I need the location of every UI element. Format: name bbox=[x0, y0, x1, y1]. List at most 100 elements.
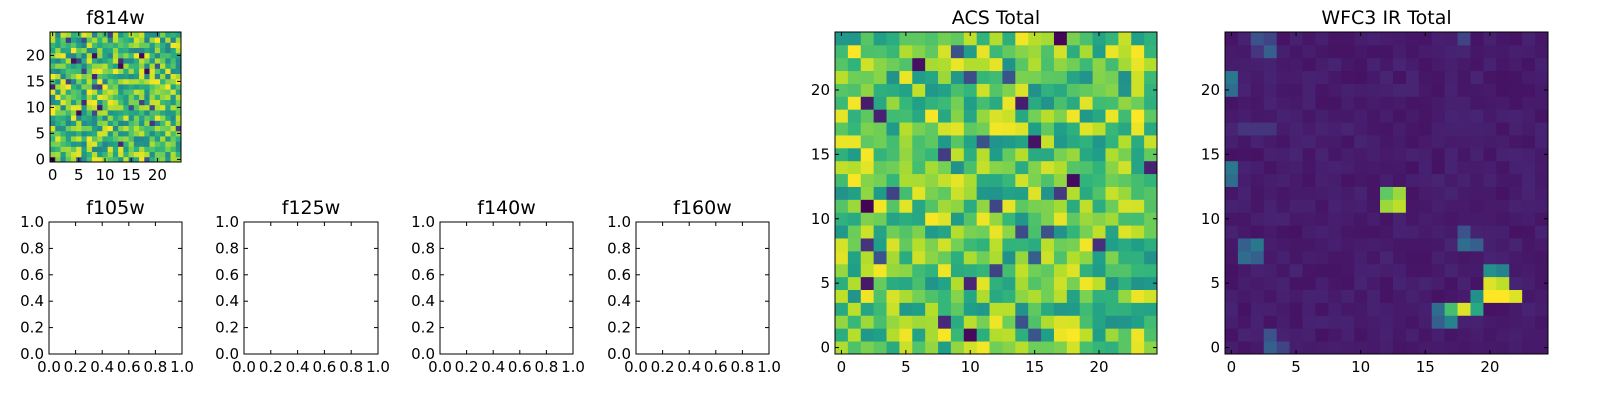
heatmap-cell bbox=[1367, 238, 1381, 252]
heatmap-cell bbox=[170, 78, 177, 85]
heatmap-cell bbox=[1483, 212, 1497, 226]
heatmap-cell bbox=[1066, 173, 1081, 187]
heatmap-cell bbox=[1341, 96, 1355, 110]
heatmap-cell bbox=[1418, 238, 1433, 252]
heatmap-cell bbox=[123, 73, 129, 80]
heatmap-cell bbox=[107, 52, 114, 59]
heatmap-cell bbox=[60, 32, 67, 38]
heatmap-cell bbox=[1315, 135, 1329, 149]
heatmap-cell bbox=[1328, 32, 1342, 46]
heatmap-cell bbox=[1105, 341, 1119, 355]
heatmap-cell bbox=[170, 151, 177, 158]
heatmap-cell bbox=[139, 73, 145, 80]
heatmap-cell bbox=[899, 57, 913, 72]
heatmap-cell bbox=[1315, 212, 1329, 226]
heatmap-cell bbox=[112, 99, 119, 106]
heatmap-cell bbox=[1225, 199, 1239, 213]
heatmap-cell bbox=[1079, 263, 1093, 278]
heatmap-cell bbox=[1392, 199, 1407, 213]
heatmap-cell bbox=[886, 57, 900, 72]
heatmap-cell bbox=[1341, 289, 1355, 303]
heatmap-cell bbox=[938, 32, 952, 46]
heatmap-cell bbox=[899, 160, 913, 175]
heatmap-cell bbox=[1002, 135, 1016, 149]
heatmap-cell bbox=[1535, 57, 1549, 72]
heatmap-cell bbox=[899, 328, 913, 342]
heatmap-cell bbox=[1144, 122, 1158, 136]
heatmap-cell bbox=[1225, 173, 1239, 187]
heatmap-cell bbox=[97, 37, 103, 43]
heatmap-cell bbox=[1131, 83, 1145, 97]
heatmap-cell bbox=[55, 146, 61, 152]
heatmap-cell bbox=[55, 68, 61, 74]
heatmap-cell bbox=[1380, 328, 1394, 342]
heatmap-cell bbox=[1041, 238, 1055, 252]
heatmap-cell bbox=[154, 151, 161, 158]
heatmap-cell bbox=[1315, 147, 1329, 162]
heatmap-cell bbox=[50, 94, 56, 100]
heatmap-cell bbox=[963, 173, 978, 187]
heatmap-cell bbox=[60, 104, 67, 111]
heatmap-cell bbox=[1354, 70, 1368, 84]
heatmap-cell bbox=[1092, 83, 1106, 97]
heatmap-cell bbox=[1470, 289, 1484, 303]
heatmap-cell bbox=[154, 110, 161, 116]
heatmap-cell bbox=[860, 109, 875, 123]
heatmap-cell bbox=[912, 173, 926, 187]
heatmap-cell bbox=[1535, 199, 1549, 213]
heatmap-cell bbox=[133, 99, 140, 106]
heatmap-cell bbox=[1079, 57, 1093, 72]
heatmap-cells bbox=[835, 32, 1158, 355]
heatmap-cell bbox=[1289, 122, 1303, 136]
heatmap-cell bbox=[1289, 147, 1303, 162]
heatmap-cell bbox=[86, 141, 93, 147]
heatmap-cell bbox=[1496, 302, 1510, 316]
heatmap-cell bbox=[1237, 212, 1252, 226]
heatmap-cell bbox=[1470, 173, 1484, 187]
heatmap-cell bbox=[160, 156, 166, 163]
heatmap-cell bbox=[1263, 302, 1278, 316]
heatmap-cell bbox=[950, 315, 965, 329]
heatmap-cell bbox=[123, 68, 129, 74]
heatmap-cell bbox=[170, 84, 177, 90]
heatmap-cell bbox=[976, 186, 990, 200]
heatmap-cell bbox=[1496, 212, 1510, 226]
heatmap-cell bbox=[1535, 96, 1549, 110]
heatmap-cell bbox=[65, 99, 72, 106]
heatmap-cell bbox=[1405, 328, 1420, 342]
heatmap-cell bbox=[1328, 186, 1342, 200]
heatmap-cell bbox=[55, 52, 61, 59]
heatmap-cell bbox=[170, 141, 177, 147]
heatmap-cell bbox=[1131, 302, 1145, 316]
heatmap-cell bbox=[107, 94, 114, 100]
heatmap-cell bbox=[1341, 57, 1355, 72]
heatmap-cell bbox=[107, 73, 114, 80]
heatmap-cell bbox=[1053, 57, 1068, 72]
heatmap-cell bbox=[1405, 186, 1420, 200]
heatmap-cell bbox=[1367, 122, 1381, 136]
heatmap-cell bbox=[1250, 147, 1265, 162]
heatmap-cell bbox=[1392, 160, 1407, 175]
heatmap-cell bbox=[1079, 83, 1093, 97]
x-tick-label: 15 bbox=[1025, 358, 1044, 376]
heatmap-cell bbox=[97, 115, 103, 121]
heatmap-cell bbox=[912, 109, 926, 123]
heatmap-cell bbox=[1341, 250, 1355, 265]
heatmap-cell bbox=[133, 94, 140, 100]
heatmap-cell bbox=[55, 47, 61, 54]
heatmap-cell bbox=[133, 78, 140, 85]
heatmap-cell bbox=[1470, 160, 1484, 175]
heatmap-cell bbox=[1276, 122, 1290, 136]
heatmap-cell bbox=[1444, 289, 1458, 303]
heatmap-cell bbox=[149, 146, 156, 152]
heatmap-cell bbox=[886, 212, 900, 226]
heatmap-cell bbox=[1028, 57, 1042, 72]
heatmap-cell bbox=[1237, 263, 1252, 278]
heatmap-cell bbox=[1144, 160, 1158, 175]
heatmap-cell bbox=[1225, 122, 1239, 136]
heatmap-cell bbox=[1118, 328, 1132, 342]
heatmap-cell bbox=[144, 94, 150, 100]
heatmap-cell bbox=[1225, 96, 1239, 110]
heatmap-cell bbox=[133, 68, 140, 74]
heatmap-cell bbox=[1289, 109, 1303, 123]
